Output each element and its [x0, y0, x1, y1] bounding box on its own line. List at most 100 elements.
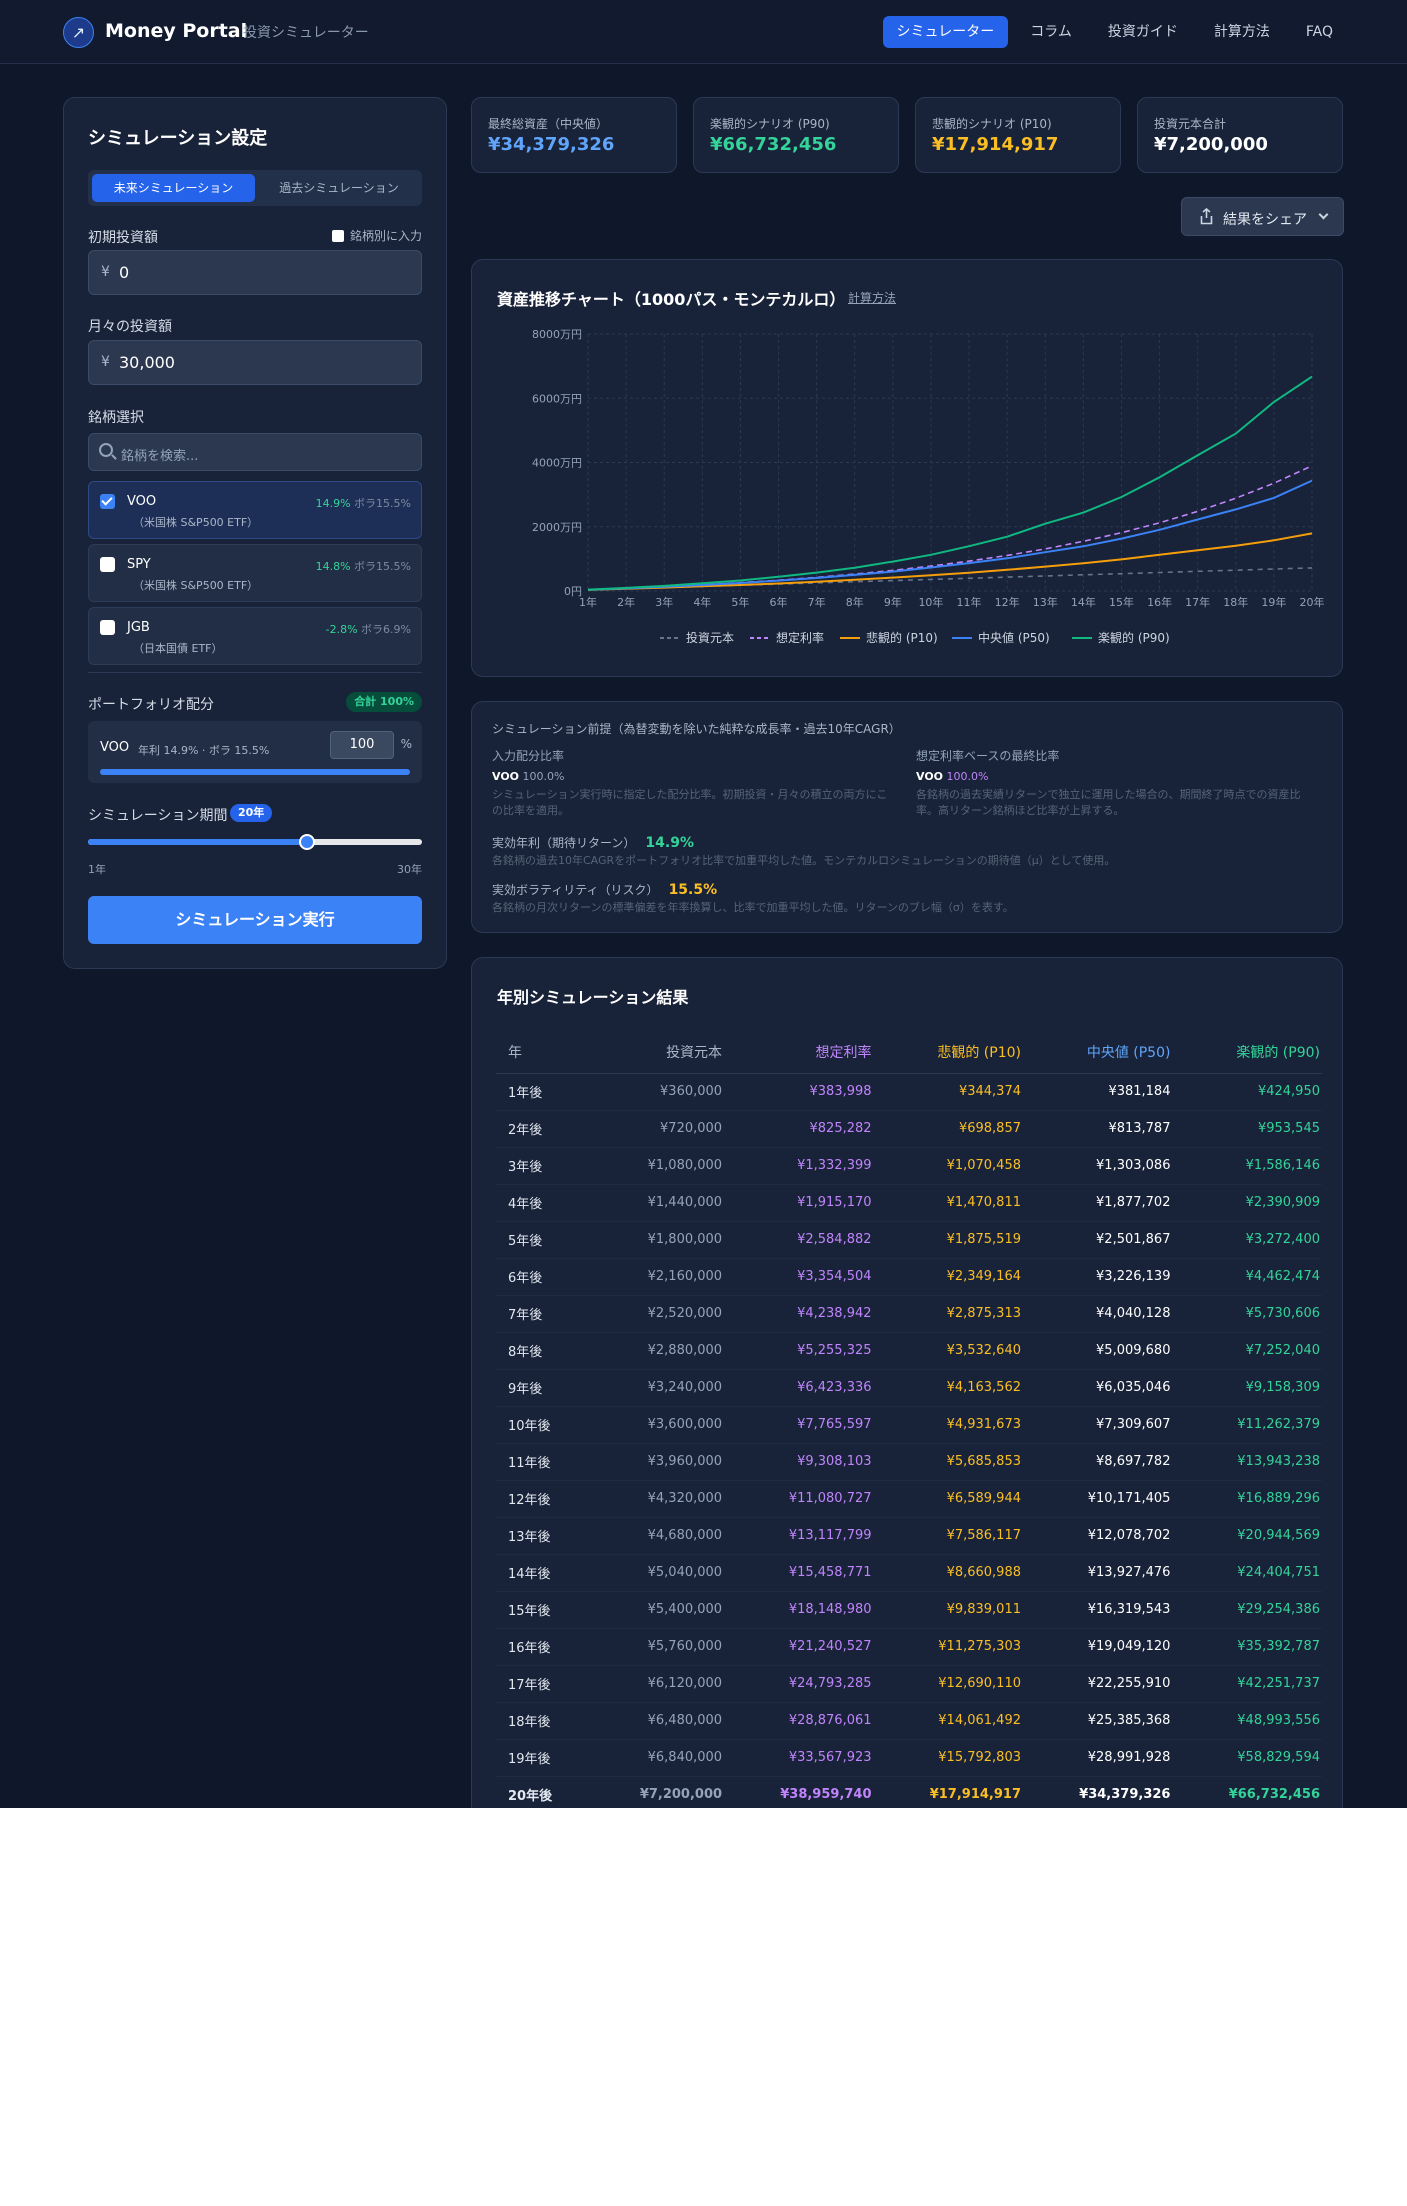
legend-label[interactable]: 中央値 (P50) — [978, 630, 1050, 645]
premise-right-value: VOO 100.0% — [916, 770, 988, 783]
table-cell: ¥8,697,782 — [1023, 1443, 1173, 1481]
table-row: 17年後 ¥6,120,000 ¥24,793,285 ¥12,690,110 ¥22,… — [496, 1665, 1322, 1703]
period-slider-thumb[interactable] — [298, 834, 315, 850]
table-row: 8年後 ¥2,880,000 ¥5,255,325 ¥3,532,640 ¥5,009,… — [496, 1332, 1322, 1370]
ticker-stats: 14.8% ボラ15.5% — [316, 558, 411, 574]
ticker-stats: 14.9% ボラ15.5% — [316, 495, 411, 511]
table-cell: ¥66,732,456 — [1172, 1776, 1322, 1808]
table-cell: ¥3,354,504 — [724, 1258, 874, 1296]
nav-item[interactable]: FAQ — [1305, 24, 1333, 40]
column-header: 悲観的 (P10) — [873, 1031, 1023, 1074]
ticker-return: 14.8% — [315, 560, 351, 573]
top-bar: ↗ Money Portal 投資シミュレーター シミュレーター コラム 投資ガイド… — [0, 0, 1407, 64]
legend-label[interactable]: 楽観的 (P90) — [1098, 630, 1170, 645]
table-cell: ¥4,238,942 — [724, 1295, 874, 1333]
ticker-checkbox-voo[interactable] — [100, 494, 115, 509]
nav-item[interactable]: 投資ガイド — [1107, 24, 1178, 40]
table-cell: ¥1,586,146 — [1172, 1147, 1322, 1185]
x-tick-label: 6年 — [770, 595, 788, 609]
table-cell: ¥344,374 — [873, 1073, 1023, 1111]
table-cell: ¥17,914,917 — [873, 1776, 1023, 1808]
settings-title: シミュレーション設定 — [88, 128, 268, 149]
premise-right-pct: 100.0% — [946, 770, 989, 783]
table-row: 6年後 ¥2,160,000 ¥3,354,504 ¥2,349,164 ¥3,226,… — [496, 1258, 1322, 1296]
nav-item[interactable]: コラム — [1030, 24, 1072, 40]
x-tick-label: 9年 — [884, 595, 902, 609]
table-cell: ¥5,730,606 — [1172, 1295, 1322, 1333]
table-cell: ¥10,171,405 — [1023, 1480, 1173, 1518]
table-cell: 3年後 — [496, 1147, 590, 1185]
ticker-return: 14.9% — [315, 497, 351, 510]
ticker-search-input[interactable]: 銘柄を検索... — [88, 433, 422, 471]
x-tick-label: 7年 — [808, 595, 826, 609]
mode-tabs: 未来シミュレーション 過去シミュレーション — [88, 170, 422, 206]
table-cell: ¥6,423,336 — [724, 1369, 874, 1407]
period-slider[interactable] — [88, 834, 422, 850]
table-cell: ¥22,255,910 — [1023, 1665, 1173, 1703]
run-simulation-button[interactable]: シミュレーション実行 — [88, 896, 422, 944]
legend-label[interactable]: 想定利率 — [776, 630, 824, 645]
table-cell: ¥18,148,980 — [724, 1591, 874, 1629]
ticker-desc: （日本国債 ETF） — [133, 642, 223, 655]
series-line-3 — [587, 479, 1313, 591]
table-cell: ¥11,262,379 — [1172, 1406, 1322, 1444]
per-ticker-toggle[interactable]: 銘柄別に入力 — [331, 227, 422, 244]
table-cell: ¥698,857 — [873, 1110, 1023, 1148]
table-cell: ¥11,080,727 — [724, 1480, 874, 1518]
stat-value: ¥66,732,456 — [710, 134, 837, 155]
table-cell: ¥19,049,120 — [1023, 1628, 1173, 1666]
legend-label[interactable]: 悲観的 (P10) — [866, 630, 938, 645]
ticker-checkbox-spy[interactable] — [100, 557, 115, 572]
table-row: 16年後 ¥5,760,000 ¥21,240,527 ¥11,275,303 ¥19,… — [496, 1628, 1322, 1666]
initial-investment-input[interactable]: ¥ 0 — [88, 250, 422, 295]
table-cell: ¥48,993,556 — [1172, 1702, 1322, 1740]
table-cell: ¥28,876,061 — [724, 1702, 874, 1740]
expected-return-line: 実効年利（期待リターン） 14.9% — [492, 834, 694, 851]
table-cell: 1年後 — [496, 1073, 590, 1111]
share-label: 結果をシェア — [1223, 212, 1307, 228]
table-row: 5年後 ¥1,800,000 ¥2,584,882 ¥1,875,519 ¥2,501,… — [496, 1221, 1322, 1259]
initial-investment-value: 0 — [119, 263, 130, 282]
table-cell: ¥4,040,128 — [1023, 1295, 1173, 1333]
share-button[interactable]: 結果をシェア — [1181, 197, 1344, 236]
table-cell: ¥9,839,011 — [873, 1591, 1023, 1629]
expected-return-value: 14.9% — [645, 835, 694, 851]
table-row: 15年後 ¥5,400,000 ¥18,148,980 ¥9,839,011 ¥16,3… — [496, 1591, 1322, 1629]
ticker-item-voo[interactable]: VOO （米国株 S&P500 ETF） 14.9% ボラ15.5% — [88, 481, 422, 539]
calc-method-link[interactable]: 計算方法 — [848, 291, 897, 305]
table-cell: ¥9,308,103 — [724, 1443, 874, 1481]
table-cell: ¥2,584,882 — [724, 1221, 874, 1259]
volatility-line: 実効ボラティリティ（リスク） 15.5% — [492, 881, 717, 898]
ticker-item-jgb[interactable]: JGB （日本国債 ETF） -2.8% ボラ6.9% — [88, 607, 422, 665]
monthly-investment-label: 月々の投資額 — [88, 319, 172, 335]
tab-past-simulation[interactable]: 過去シミュレーション — [279, 181, 399, 195]
brand-name[interactable]: Money Portal — [105, 20, 248, 42]
table-cell: ¥6,480,000 — [589, 1702, 725, 1740]
table-cell: ¥1,332,399 — [724, 1147, 874, 1185]
asset-chart: 0円 2000万円 4000万円 6000万円 8000万円 1年 2年 3年 4年 5年 6年 7年… — [532, 328, 1325, 645]
expected-return-note: 各銘柄の過去10年CAGRをポートフォリオ比率で加重平均した値。モンテカルロシミ… — [492, 854, 1116, 867]
table-row: 10年後 ¥3,600,000 ¥7,765,597 ¥4,931,673 ¥7,309… — [496, 1406, 1322, 1444]
stat-card-optimistic: 楽観的シナリオ (P90) ¥66,732,456 — [693, 97, 899, 173]
nav-item[interactable]: シミュレーター — [882, 16, 1009, 48]
x-tick-label: 8年 — [846, 595, 864, 609]
tab-future-simulation[interactable]: 未来シミュレーション — [92, 174, 255, 202]
rocket-icon[interactable]: ↗ — [63, 17, 94, 48]
monthly-investment-input[interactable]: ¥ 30,000 — [88, 340, 422, 385]
table-cell: ¥6,035,046 — [1023, 1369, 1173, 1407]
allocation-input[interactable]: 100 — [330, 731, 394, 759]
table-cell: ¥20,944,569 — [1172, 1517, 1322, 1555]
table-cell: ¥2,880,000 — [589, 1332, 725, 1370]
column-header: 投資元本 — [589, 1031, 725, 1074]
ticker-checkbox-jgb[interactable] — [100, 620, 115, 635]
table-cell: ¥4,320,000 — [589, 1480, 725, 1518]
table-header-row: 年投資元本 想定利率 悲観的 (P10) 中央値 (P50) 楽観的 (P90) — [496, 1031, 1322, 1074]
ticker-volatility: ボラ15.5% — [354, 497, 411, 510]
ticker-item-spy[interactable]: SPY （米国株 S&P500 ETF） 14.8% ボラ15.5% — [88, 544, 422, 602]
table-cell: ¥13,117,799 — [724, 1517, 874, 1555]
nav-item[interactable]: 計算方法 — [1213, 24, 1270, 40]
legend-label[interactable]: 投資元本 — [686, 630, 734, 645]
period-badge: 20年 — [230, 804, 273, 822]
table-cell: ¥1,303,086 — [1023, 1147, 1173, 1185]
per-ticker-checkbox[interactable] — [331, 229, 344, 242]
